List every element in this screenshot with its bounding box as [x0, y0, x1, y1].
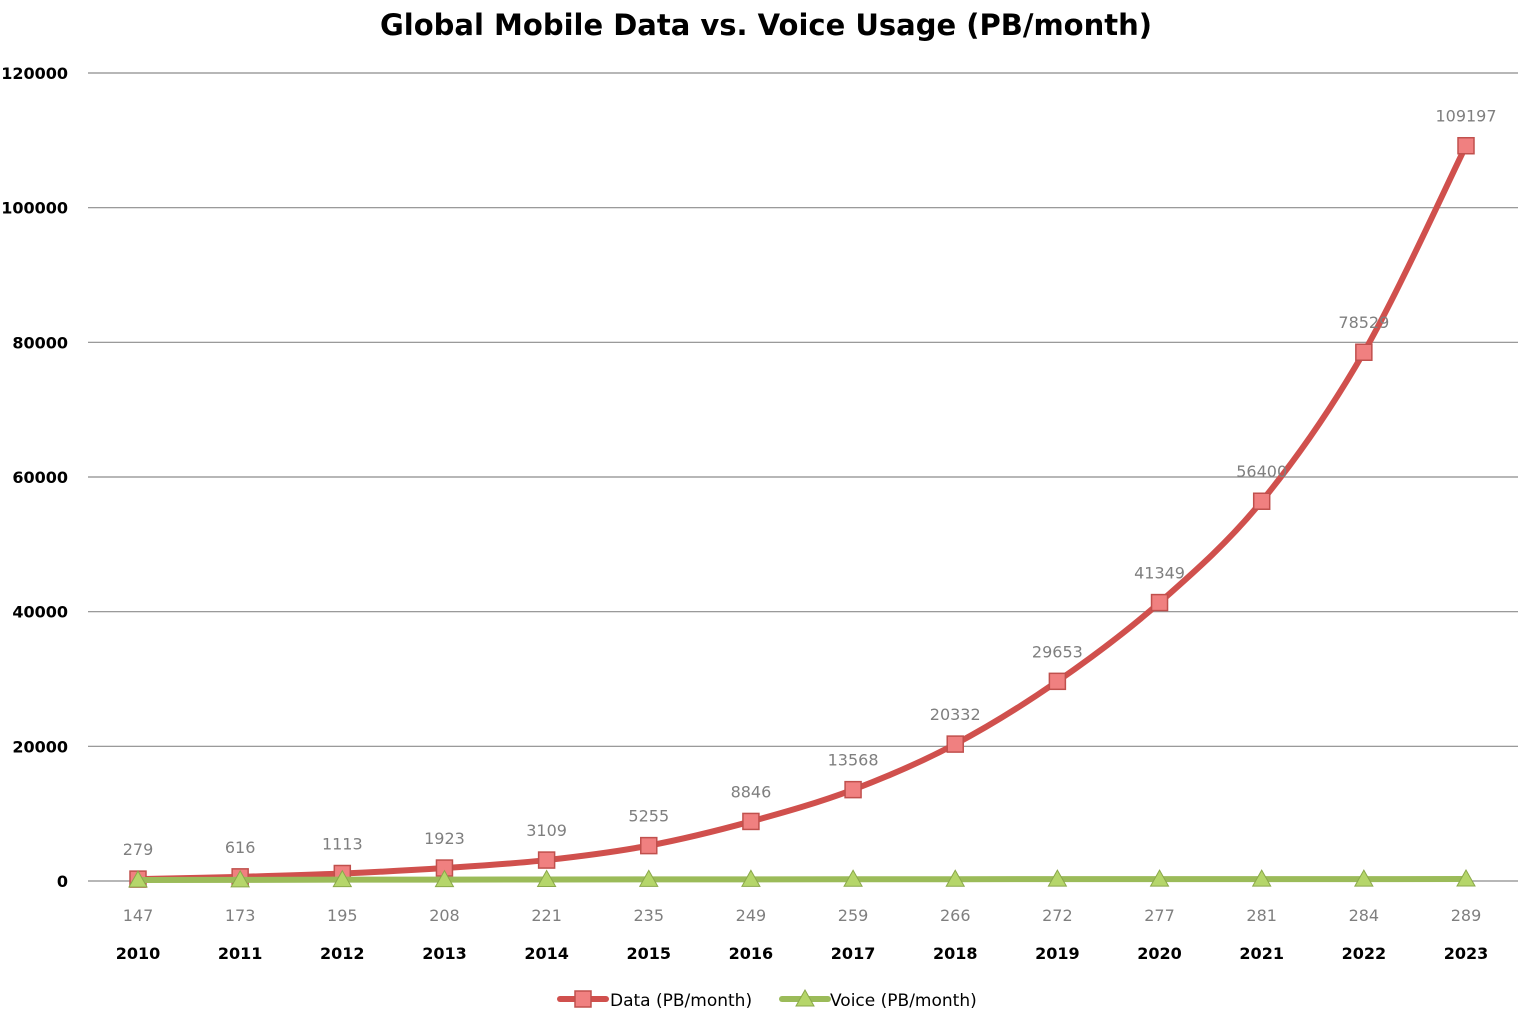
- legend: Data (PB/month) Voice (PB/month): [557, 988, 977, 1011]
- data-point: [1457, 136, 1475, 155]
- data-label: 279: [123, 840, 154, 859]
- y-tick-label: 80000: [12, 333, 68, 352]
- chart-title: Global Mobile Data vs. Voice Usage (PB/m…: [380, 8, 1152, 42]
- y-tick-label: 120000: [1, 64, 68, 83]
- data-point: [844, 780, 862, 799]
- x-tick-label: 2019: [1035, 944, 1080, 963]
- x-tick-label: 2023: [1444, 944, 1489, 963]
- data-point: [1355, 343, 1373, 361]
- x-tick-label: 2018: [933, 944, 978, 963]
- legend-label: Voice (PB/month): [830, 991, 977, 1011]
- data-label: 5255: [628, 807, 669, 826]
- legend-label: Data (PB/month): [610, 991, 752, 1011]
- legend-marker: [574, 990, 592, 1008]
- data-label: 235: [633, 906, 664, 925]
- data-label: 29653: [1032, 642, 1083, 661]
- y-tick-label: 60000: [12, 468, 68, 487]
- data-label: 8846: [731, 782, 772, 801]
- data-label: 266: [940, 906, 971, 925]
- data-point: [1251, 869, 1272, 887]
- x-tick-label: 2014: [524, 944, 569, 963]
- data-label: 195: [327, 906, 358, 925]
- y-axis-ticks: 0 20000 40000 60000 80000 100000 120000: [1, 64, 68, 891]
- data-label: 272: [1042, 906, 1073, 925]
- data-label: 56400: [1236, 462, 1287, 481]
- data-point: [128, 869, 148, 888]
- y-tick-label: 40000: [12, 603, 68, 622]
- data-point: [1353, 869, 1374, 887]
- data-point: [230, 869, 251, 888]
- x-tick-label: 2013: [422, 944, 467, 963]
- x-tick-label: 2020: [1137, 944, 1182, 963]
- legend-item-data: Data (PB/month): [557, 990, 752, 1011]
- x-tick-label: 2022: [1342, 944, 1387, 963]
- data-label: 1113: [322, 835, 363, 854]
- data-point: [640, 836, 658, 855]
- data-label: 208: [429, 906, 460, 925]
- data-point: [434, 869, 455, 888]
- data-label: 78529: [1338, 313, 1389, 332]
- data-point: [332, 869, 353, 888]
- data-label: 259: [838, 906, 869, 925]
- data-point: [741, 869, 761, 887]
- x-tick-label: 2011: [218, 944, 263, 963]
- data-label: 13568: [828, 751, 879, 770]
- data-label: 147: [123, 906, 154, 925]
- legend-marker: [795, 988, 815, 1007]
- data-label: 249: [736, 906, 767, 925]
- data-point: [537, 851, 556, 869]
- x-axis-ticks: 2010 2011 2012 2013 2014 2015 2016 2017 2018 2019…: [116, 944, 1489, 963]
- series-line: [137, 144, 1469, 883]
- data-point: [843, 869, 863, 887]
- data-point: [536, 869, 557, 888]
- data-label: 281: [1246, 906, 1277, 925]
- data-point: [1150, 593, 1169, 612]
- data-label: 109197: [1435, 107, 1496, 126]
- data-point: [1252, 492, 1271, 510]
- data-label: 289: [1451, 906, 1482, 925]
- gridlines: [88, 72, 1518, 882]
- series-voice: 147 173 195 208 221 235 249 259 266 272 277 281 284 2…: [123, 869, 1482, 925]
- data-label: 284: [1349, 906, 1380, 925]
- data-point: [946, 735, 964, 753]
- data-label: 41349: [1134, 564, 1185, 583]
- x-tick-label: 2015: [627, 944, 672, 963]
- series-group: 279 616 1113 1923 3109 5255 8846 13568 20332 2965…: [123, 107, 1497, 925]
- data-point: [945, 869, 966, 887]
- y-tick-label: 0: [57, 872, 68, 891]
- x-tick-label: 2021: [1239, 944, 1284, 963]
- series-data: 279 616 1113 1923 3109 5255 8846 13568 20332 2965…: [123, 107, 1497, 888]
- data-label: 3109: [526, 821, 567, 840]
- legend-item-voice: Voice (PB/month): [779, 988, 977, 1011]
- x-tick-label: 2016: [729, 944, 774, 963]
- data-point: [1047, 869, 1068, 887]
- y-tick-label: 20000: [12, 737, 68, 756]
- y-tick-label: 100000: [1, 199, 68, 218]
- data-point: [1456, 869, 1476, 887]
- data-point: [1149, 869, 1170, 887]
- data-label: 221: [531, 906, 562, 925]
- data-label: 277: [1144, 906, 1175, 925]
- data-point: [1048, 672, 1067, 691]
- data-label: 1923: [424, 829, 465, 848]
- series-line: [137, 876, 1467, 884]
- x-tick-label: 2010: [116, 944, 161, 963]
- data-point: [742, 812, 760, 831]
- x-tick-label: 2017: [831, 944, 876, 963]
- x-tick-label: 2012: [320, 944, 365, 963]
- data-label: 616: [225, 838, 256, 857]
- data-point: [638, 869, 659, 887]
- data-label: 173: [225, 906, 256, 925]
- data-label: 20332: [930, 705, 981, 724]
